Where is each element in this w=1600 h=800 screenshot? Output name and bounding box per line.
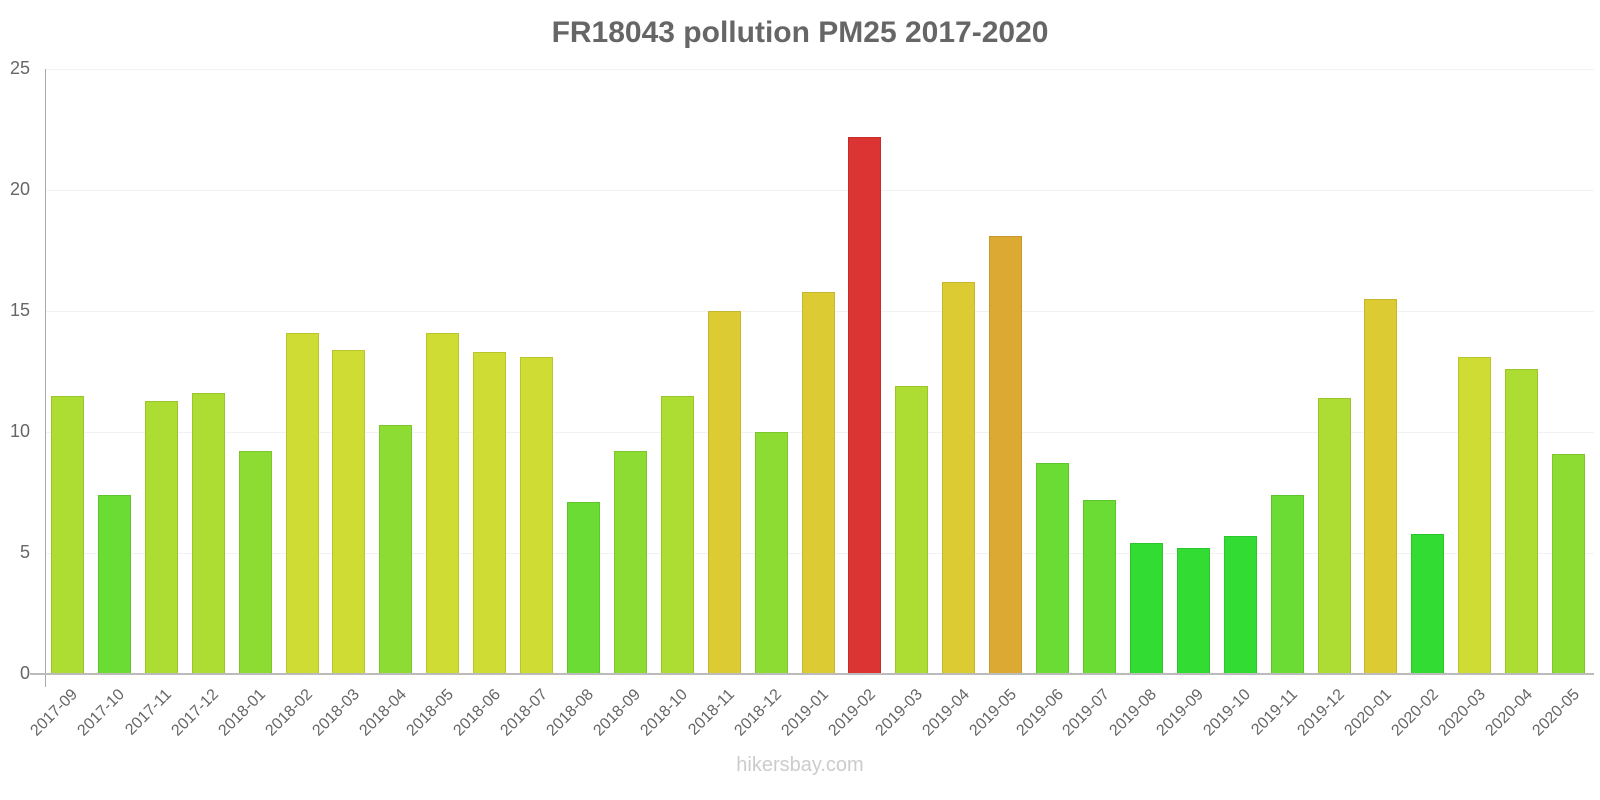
bar-2018-08[interactable] <box>566 502 600 674</box>
bar-2019-03[interactable] <box>895 386 929 674</box>
bar-2018-12[interactable] <box>754 432 788 674</box>
bar-2020-02[interactable] <box>1411 533 1445 674</box>
bar-2018-04[interactable] <box>379 424 413 674</box>
plot-area <box>46 69 1594 674</box>
chart-title: FR18043 pollution PM25 2017-2020 <box>551 16 1049 49</box>
bar-2018-06[interactable] <box>473 352 507 674</box>
y-tick-label: 20 <box>9 179 30 199</box>
y-axis-line <box>45 69 46 687</box>
bar-2019-08[interactable] <box>1129 543 1163 674</box>
bar-2020-01[interactable] <box>1364 298 1398 674</box>
y-tick-label: 0 <box>19 663 30 683</box>
bar-2020-05[interactable] <box>1552 453 1586 674</box>
bar-2018-11[interactable] <box>707 311 741 674</box>
bar-2019-09[interactable] <box>1176 548 1210 674</box>
bar-2018-07[interactable] <box>520 356 554 674</box>
bar-2020-03[interactable] <box>1458 356 1492 674</box>
bar-2018-03[interactable] <box>332 349 366 674</box>
bar-2018-01[interactable] <box>238 451 272 674</box>
bar-2018-10[interactable] <box>660 395 694 674</box>
y-tick-label: 10 <box>9 421 30 441</box>
bar-2018-05[interactable] <box>426 332 460 674</box>
bar-2019-11[interactable] <box>1270 494 1304 674</box>
bar-2019-12[interactable] <box>1317 398 1351 674</box>
bar-2017-11[interactable] <box>144 400 178 674</box>
bar-2017-12[interactable] <box>191 393 225 674</box>
bar-2019-02[interactable] <box>848 136 882 674</box>
y-tick-label: 5 <box>19 542 30 562</box>
bar-2019-01[interactable] <box>801 291 835 674</box>
bar-2017-10[interactable] <box>97 494 131 674</box>
x-axis-line <box>30 673 1594 675</box>
bar-2019-10[interactable] <box>1223 536 1257 674</box>
bar-2017-09[interactable] <box>50 395 84 674</box>
bar-2019-05[interactable] <box>989 235 1023 674</box>
y-tick-label: 15 <box>9 300 30 320</box>
bar-2019-06[interactable] <box>1036 463 1070 674</box>
gridline <box>46 190 1594 191</box>
watermark: hikersbay.com <box>736 754 864 776</box>
y-tick-label: 25 <box>9 58 30 78</box>
bar-2020-04[interactable] <box>1505 369 1539 674</box>
bar-2019-07[interactable] <box>1082 499 1116 674</box>
bar-2018-02[interactable] <box>285 332 319 674</box>
gridline <box>46 69 1594 70</box>
bar-2018-09[interactable] <box>613 451 647 674</box>
bar-2019-04[interactable] <box>942 281 976 674</box>
